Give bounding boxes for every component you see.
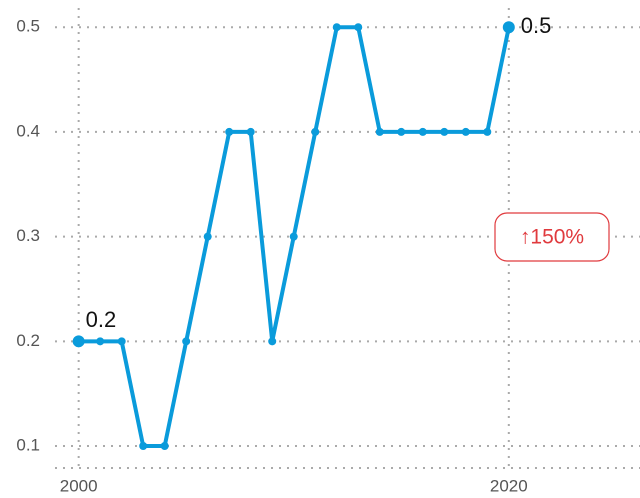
point	[502, 21, 515, 34]
point	[246, 127, 255, 136]
point	[483, 127, 492, 136]
point	[225, 127, 234, 136]
start-label: 0.2	[86, 307, 117, 332]
y-tick-label: 0.5	[16, 17, 40, 36]
point	[72, 335, 85, 348]
point	[268, 337, 277, 346]
end-label: 0.5	[521, 13, 552, 38]
y-tick-label: 0.4	[16, 121, 40, 140]
point	[182, 337, 191, 346]
marks	[72, 21, 515, 451]
point	[461, 127, 470, 136]
y-tick-label: 0.1	[16, 435, 40, 454]
point	[311, 127, 320, 136]
point	[96, 337, 105, 346]
x-tick-label: 2020	[490, 476, 528, 495]
labels: 0.1 0.2 0.3 0.4 0.5 2000 2020 0.2 0.5 ↑150%	[16, 13, 610, 495]
change-label: ↑150%	[520, 226, 584, 249]
point	[203, 232, 212, 241]
point	[117, 337, 126, 346]
point	[354, 23, 363, 32]
point	[397, 127, 406, 136]
point	[289, 232, 298, 241]
y-tick-label: 0.3	[16, 226, 40, 245]
point	[160, 442, 169, 451]
point	[418, 127, 427, 136]
y-tick-label: 0.2	[16, 331, 40, 350]
point	[139, 442, 148, 451]
point	[375, 127, 384, 136]
change-box	[494, 212, 610, 262]
point	[440, 127, 449, 136]
point	[332, 23, 341, 32]
x-tick-label: 2000	[60, 476, 98, 495]
